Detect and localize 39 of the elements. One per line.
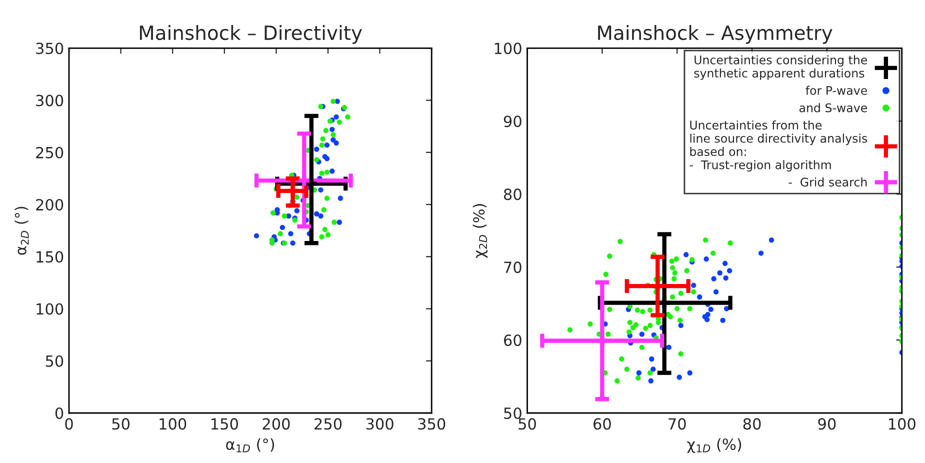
x-tick-label: 0	[65, 418, 73, 430]
x-tick-label: 50	[518, 418, 536, 430]
y-tick-label: 60	[504, 334, 522, 346]
x-axis-title: α$_{1D}$ (°)	[226, 438, 274, 452]
x-tick-label: 200	[262, 418, 290, 430]
x-tick-label: 60	[594, 418, 611, 430]
x-tick-label: 50	[112, 418, 130, 430]
legend-label: for P-wave	[806, 86, 868, 95]
y-tick-label: 50	[504, 407, 522, 420]
chart-title: Mainshock – Asymmetry	[598, 25, 832, 44]
x-tick-label: 70	[668, 418, 686, 430]
y-tick-label: 90	[504, 116, 522, 128]
x-tick-label: 150	[212, 418, 238, 430]
y-tick-label: 100	[36, 303, 64, 315]
y-tick-label: 150	[36, 251, 64, 263]
x-tick-label: 100	[160, 418, 186, 430]
y-tick-label: 100	[494, 42, 522, 54]
x-tick-label: 300	[366, 418, 394, 430]
y-tick-label: 70	[504, 262, 522, 274]
y-tick-label: 80	[504, 188, 522, 200]
x-tick-label: 100	[888, 418, 916, 430]
x-axis-title: χ$_{1D}$ (%)	[687, 438, 742, 453]
y-tick-label: 300	[36, 94, 64, 106]
x-tick-label: 90	[818, 418, 836, 430]
x-tick-label: 80	[743, 418, 761, 430]
y-tick-label: 50	[46, 355, 64, 367]
legend-label: - Grid search	[788, 177, 867, 187]
x-tick-label: 250	[314, 418, 342, 430]
y-tick-label: 200	[36, 198, 64, 211]
legend-label: Uncertainties considering the synthetic apparent durations	[694, 55, 868, 80]
y-tick-label: 0	[55, 407, 64, 420]
y-tick-label: 250	[36, 146, 64, 158]
y-tick-label: 350	[36, 42, 64, 54]
y-axis-title: χ$_{2D}$ (%)	[472, 204, 488, 258]
x-tick-label: 350	[418, 418, 446, 430]
y-axis-title: α$_{2D}$ (°)	[14, 206, 29, 255]
legend-label: and S-wave	[799, 103, 868, 112]
chart-title: Mainshock – Directivity	[140, 25, 362, 44]
legend-label: Uncertainties from the line source directivity analysis based on: - Trust-region algorithm	[690, 120, 868, 172]
